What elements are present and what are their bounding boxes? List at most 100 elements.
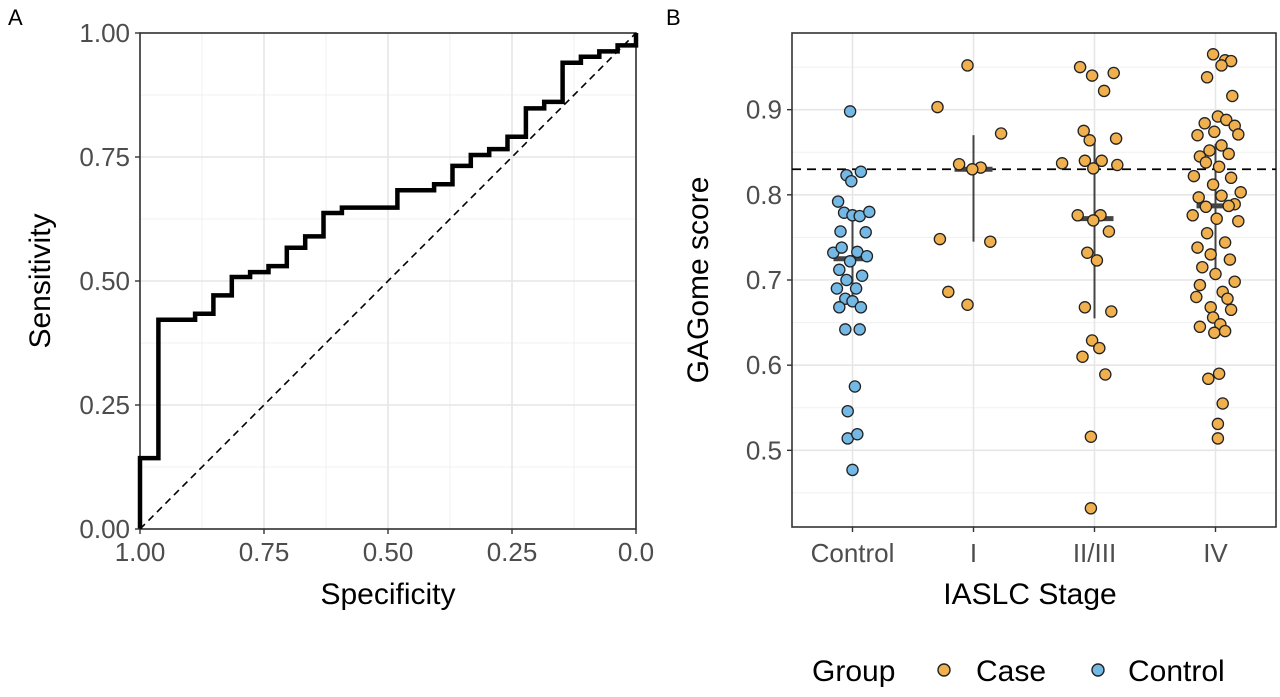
data-point-case bbox=[1083, 134, 1096, 147]
roc-y-tick-label: 0.00 bbox=[79, 514, 130, 544]
data-point-control bbox=[833, 301, 846, 314]
data-point-case bbox=[984, 235, 997, 248]
data-point-case bbox=[942, 285, 955, 299]
data-point-case bbox=[1191, 241, 1204, 254]
data-point-case bbox=[1105, 305, 1118, 318]
data-point-control bbox=[835, 241, 848, 254]
roc-x-tick-label: 0.0 bbox=[618, 537, 654, 567]
data-point-case bbox=[1209, 267, 1222, 281]
roc-y-tick-label: 0.75 bbox=[79, 142, 130, 172]
data-point-case bbox=[1087, 162, 1100, 175]
roc-y-tick-label: 0.25 bbox=[79, 390, 130, 420]
roc-y-axis-title: Sensitivity bbox=[24, 213, 57, 348]
data-point-case bbox=[1215, 139, 1228, 152]
legend-case-label: Case bbox=[976, 655, 1046, 688]
roc-x-tick-label: 0.75 bbox=[239, 537, 290, 567]
data-point-case bbox=[1071, 209, 1084, 222]
data-point-control bbox=[854, 165, 868, 179]
data-point-control bbox=[845, 174, 858, 188]
data-point-case bbox=[1222, 199, 1235, 213]
data-point-case bbox=[1109, 132, 1123, 145]
data-point-case bbox=[994, 127, 1008, 140]
roc-y-tick-label: 0.50 bbox=[79, 266, 130, 296]
data-point-case bbox=[1204, 301, 1217, 314]
data-point-case bbox=[933, 232, 947, 246]
data-point-control bbox=[854, 301, 868, 314]
data-point-case bbox=[1055, 157, 1069, 170]
data-point-case bbox=[1199, 156, 1213, 169]
data-point-case bbox=[1204, 248, 1217, 261]
data-point-case bbox=[1224, 303, 1238, 317]
data-point-case bbox=[1095, 154, 1108, 168]
data-point-control bbox=[846, 295, 859, 308]
data-point-control bbox=[863, 205, 876, 219]
legend: Group Case Control bbox=[812, 655, 1225, 688]
roc-reference-line bbox=[139, 32, 637, 530]
data-point-case bbox=[1212, 367, 1226, 380]
data-point-case bbox=[1190, 290, 1203, 304]
panel-b-label: B bbox=[666, 5, 681, 30]
roc-x-tick-label: 0.25 bbox=[487, 537, 538, 567]
panel-a-label: A bbox=[8, 5, 23, 30]
data-point-case bbox=[1228, 275, 1241, 288]
scatter-y-axis-title: GAGome score bbox=[682, 177, 715, 384]
data-point-case bbox=[1187, 169, 1201, 183]
data-point-case bbox=[931, 100, 944, 114]
data-point-case bbox=[1210, 212, 1223, 225]
data-point-case bbox=[1221, 292, 1234, 305]
panel-b-scatter: B Control I II/III IV 0.5 0.6 0.7 0.8 0.9 IASLC… bbox=[666, 5, 1277, 611]
data-point-case bbox=[1078, 154, 1092, 168]
data-point-case bbox=[1196, 260, 1209, 274]
scatter-y-tick-label: 0.6 bbox=[746, 350, 782, 380]
data-point-case bbox=[961, 59, 974, 72]
data-point-case bbox=[1085, 69, 1099, 82]
scatter-x-ticks: Control I II/III IV bbox=[811, 527, 1228, 568]
scatter-y-tick-label: 0.5 bbox=[746, 435, 782, 465]
scatter-y-tick-label: 0.7 bbox=[746, 265, 782, 295]
roc-x-axis-title: Specificity bbox=[320, 578, 455, 611]
data-point-case bbox=[1206, 178, 1220, 191]
data-point-case bbox=[1218, 324, 1232, 338]
data-point-control bbox=[859, 226, 872, 239]
data-point-control bbox=[848, 380, 862, 393]
data-point-control bbox=[840, 273, 853, 287]
data-point-case bbox=[1078, 301, 1092, 314]
panel-a-roc: A 1.00 0.75 0.50 0.25 0.0 0.000.250.500.751.… bbox=[8, 5, 654, 611]
data-point-case bbox=[952, 157, 966, 171]
data-point-case bbox=[1111, 158, 1124, 172]
roc-curve bbox=[137, 33, 639, 529]
legend-control-swatch bbox=[1091, 663, 1105, 677]
data-point-control bbox=[841, 404, 854, 418]
legend-title: Group bbox=[812, 655, 895, 688]
data-point-case bbox=[1218, 236, 1232, 249]
data-point-case bbox=[1206, 48, 1220, 61]
data-point-case bbox=[1211, 417, 1225, 431]
data-point-case bbox=[1193, 278, 1207, 292]
data-point-control bbox=[831, 195, 845, 208]
data-point-case bbox=[1085, 334, 1099, 347]
roc-curve-line bbox=[137, 33, 639, 529]
data-point-control bbox=[833, 263, 846, 277]
scatter-points bbox=[827, 48, 1247, 515]
data-point-case bbox=[1198, 117, 1211, 130]
roc-x-tick-label: 1.00 bbox=[115, 537, 166, 567]
data-point-control bbox=[839, 323, 852, 336]
data-point-case bbox=[1200, 71, 1214, 84]
data-point-case bbox=[1073, 60, 1087, 74]
data-point-case bbox=[1222, 147, 1235, 161]
data-point-case bbox=[966, 163, 979, 176]
data-point-case bbox=[1223, 253, 1237, 266]
data-point-control bbox=[846, 463, 859, 477]
data-point-case bbox=[1087, 214, 1100, 227]
data-point-case bbox=[1076, 350, 1089, 363]
scatter-y-ticks: 0.5 0.6 0.7 0.8 0.9 bbox=[746, 95, 792, 465]
data-point-case bbox=[1099, 368, 1112, 381]
data-point-case bbox=[1186, 209, 1199, 222]
scatter-x-tick-label: Control bbox=[811, 538, 895, 568]
data-point-case bbox=[1212, 160, 1226, 173]
data-point-case bbox=[1202, 372, 1215, 386]
data-point-case bbox=[1215, 189, 1228, 202]
data-point-case bbox=[1090, 254, 1104, 267]
data-point-case bbox=[1199, 200, 1213, 214]
